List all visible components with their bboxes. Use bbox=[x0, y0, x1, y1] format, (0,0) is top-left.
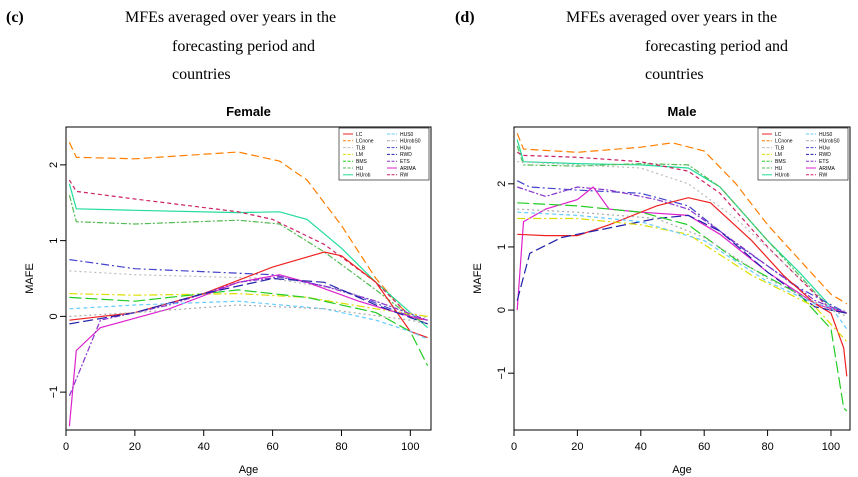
plot-frame bbox=[513, 126, 851, 431]
x-axis-label: Age bbox=[239, 464, 259, 476]
series-line-arima bbox=[516, 186, 847, 314]
x-tick-label: 60 bbox=[698, 441, 710, 453]
series-line-hurob bbox=[516, 139, 848, 314]
panel-heading-d-line3: countries bbox=[645, 66, 704, 83]
panel-heading-c-line2: forecasting period and bbox=[172, 38, 315, 55]
series-line-hurobs0 bbox=[517, 208, 848, 317]
legend-box bbox=[757, 127, 849, 181]
legend-label-ets: ETS bbox=[400, 159, 410, 165]
legend-label-hurobs0: HUrobS0 bbox=[819, 139, 840, 145]
legend-label-lc: LC bbox=[356, 132, 363, 138]
panel-heading-d-line2: forecasting period and bbox=[645, 38, 788, 55]
legend-label-lc: LC bbox=[775, 132, 782, 138]
legend-label-hus0: HUS0 bbox=[819, 132, 833, 138]
x-axis-label: Age bbox=[672, 464, 692, 476]
x-tick-label: 40 bbox=[198, 441, 210, 453]
legend-label-lcnone: LCnone bbox=[356, 139, 374, 145]
legend-label-lcnone: LCnone bbox=[775, 139, 793, 145]
series-line-hus0 bbox=[517, 211, 848, 330]
legend-label-bms: BMS bbox=[775, 159, 787, 165]
legend-label-tlb: TLB bbox=[775, 145, 785, 151]
chart-title: Male bbox=[668, 104, 697, 119]
legend-label-lm: LM bbox=[356, 152, 363, 158]
series-line-lc bbox=[517, 197, 848, 377]
legend-label-rwd: RWD bbox=[819, 152, 831, 158]
legend-label-bms: BMS bbox=[356, 159, 368, 165]
x-tick-label: 80 bbox=[335, 441, 347, 453]
legend-label-hus0: HUS0 bbox=[400, 132, 414, 138]
chart-male: Male 0 20 40 60 80 100 Age −1 0 1 2 MAFE LCLCnoneTLBL… bbox=[472, 104, 851, 476]
legend-label-tlb: TLB bbox=[356, 145, 366, 151]
legend-label-rw: RW bbox=[819, 173, 828, 179]
legend-label-arima: ARIMA bbox=[819, 166, 836, 172]
chart-title: Female bbox=[226, 104, 271, 119]
panel-heading-c-line3: countries bbox=[172, 66, 231, 83]
series-line-rwd bbox=[69, 277, 428, 325]
y-tick-label: −1 bbox=[496, 367, 508, 380]
y-tick-label: 0 bbox=[496, 307, 508, 313]
series-line-lm bbox=[69, 292, 428, 317]
y-tick-label: 2 bbox=[496, 181, 508, 187]
series-line-tlb bbox=[517, 161, 847, 312]
series-line-ets bbox=[68, 276, 428, 397]
series-line-huw bbox=[516, 180, 848, 314]
panel-heading-d-line1: MFEs averaged over years in the bbox=[566, 9, 777, 26]
series-line-hu bbox=[68, 195, 428, 325]
legend-label-rwd: RWD bbox=[400, 152, 412, 158]
series-line-hus0 bbox=[69, 300, 428, 340]
x-tick-label: 60 bbox=[266, 441, 278, 453]
x-tick-label: 0 bbox=[63, 441, 69, 453]
panel-heading-c-line1: MFEs averaged over years in the bbox=[125, 9, 336, 26]
series-line-rw bbox=[68, 179, 428, 321]
y-tick-label: 1 bbox=[496, 244, 508, 250]
x-tick-label: 100 bbox=[822, 441, 840, 453]
y-axis-label: MAFE bbox=[24, 263, 36, 294]
y-tick-label: −1 bbox=[48, 386, 60, 399]
series-line-hurobs0 bbox=[69, 304, 428, 325]
legend-label-hu: HU bbox=[775, 166, 783, 172]
legend-label-huw: HUw bbox=[819, 145, 830, 151]
legend-box bbox=[338, 127, 430, 181]
y-axis-label: MAFE bbox=[472, 263, 484, 294]
legend-label-huw: HUw bbox=[400, 145, 411, 151]
series-line-bms bbox=[69, 289, 429, 366]
legend-label-hurobs0: HUrobS0 bbox=[400, 139, 421, 145]
series-line-lm bbox=[517, 217, 848, 343]
y-tick-label: 1 bbox=[48, 238, 60, 244]
legend-label-lm: LM bbox=[775, 152, 782, 158]
legend-label-arima: ARIMA bbox=[400, 166, 417, 172]
series-line-lcnone bbox=[516, 133, 848, 305]
y-tick-label: 0 bbox=[48, 313, 60, 319]
legend-label-rw: RW bbox=[400, 173, 409, 179]
x-tick-label: 80 bbox=[761, 441, 773, 453]
panel-tag-d: (d) bbox=[455, 9, 475, 26]
x-tick-label: 100 bbox=[401, 441, 419, 453]
legend-label-hurob: HUrob bbox=[356, 173, 371, 179]
x-tick-label: 20 bbox=[571, 441, 583, 453]
plot-frame bbox=[65, 126, 432, 431]
x-tick-label: 40 bbox=[635, 441, 647, 453]
series-line-hurob bbox=[68, 183, 428, 329]
legend-label-hurob: HUrob bbox=[775, 173, 790, 179]
panel-tag-c: (c) bbox=[6, 9, 24, 26]
y-tick-label: 2 bbox=[48, 162, 60, 168]
series-line-arima bbox=[68, 274, 428, 427]
series-line-rw bbox=[516, 151, 847, 314]
x-tick-label: 20 bbox=[129, 441, 141, 453]
legend-label-hu: HU bbox=[356, 166, 364, 172]
chart-female: Female 0 20 40 60 80 100 Age −1 0 1 2 MAFE LCLCnoneTL… bbox=[24, 104, 432, 476]
series-line-huw bbox=[69, 259, 428, 321]
x-tick-label: 0 bbox=[511, 441, 517, 453]
series-line-bms bbox=[517, 202, 848, 412]
legend-label-ets: ETS bbox=[819, 159, 829, 165]
